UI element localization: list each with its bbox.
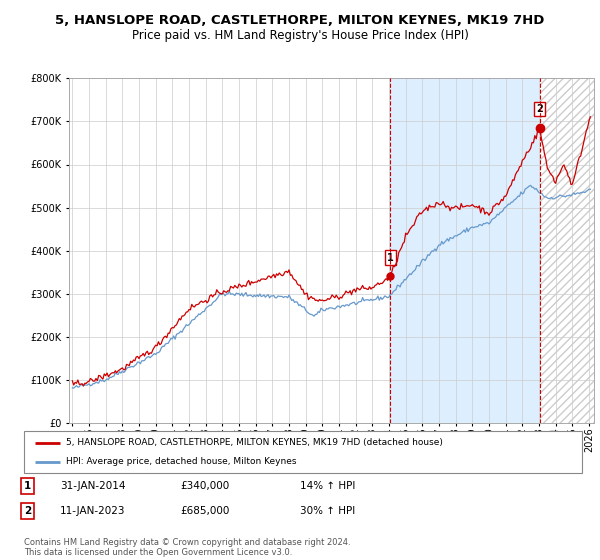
Text: 1: 1: [24, 481, 31, 491]
Bar: [539, 78, 600, 423]
Text: 2: 2: [24, 506, 31, 516]
Text: 5, HANSLOPE ROAD, CASTLETHORPE, MILTON KEYNES, MK19 7HD: 5, HANSLOPE ROAD, CASTLETHORPE, MILTON K…: [55, 14, 545, 27]
Text: 14% ↑ HPI: 14% ↑ HPI: [300, 481, 355, 491]
Text: 30% ↑ HPI: 30% ↑ HPI: [300, 506, 355, 516]
Text: HPI: Average price, detached house, Milton Keynes: HPI: Average price, detached house, Milt…: [66, 458, 296, 466]
Text: £685,000: £685,000: [180, 506, 229, 516]
Text: Contains HM Land Registry data © Crown copyright and database right 2024.
This d: Contains HM Land Registry data © Crown c…: [24, 538, 350, 557]
Text: 1: 1: [387, 253, 394, 263]
Text: £340,000: £340,000: [180, 481, 229, 491]
Bar: [391, 78, 539, 423]
Text: Price paid vs. HM Land Registry's House Price Index (HPI): Price paid vs. HM Land Registry's House …: [131, 29, 469, 42]
Text: 5, HANSLOPE ROAD, CASTLETHORPE, MILTON KEYNES, MK19 7HD (detached house): 5, HANSLOPE ROAD, CASTLETHORPE, MILTON K…: [66, 438, 443, 447]
Text: 2: 2: [536, 104, 543, 114]
Text: 31-JAN-2014: 31-JAN-2014: [60, 481, 125, 491]
Text: 11-JAN-2023: 11-JAN-2023: [60, 506, 125, 516]
